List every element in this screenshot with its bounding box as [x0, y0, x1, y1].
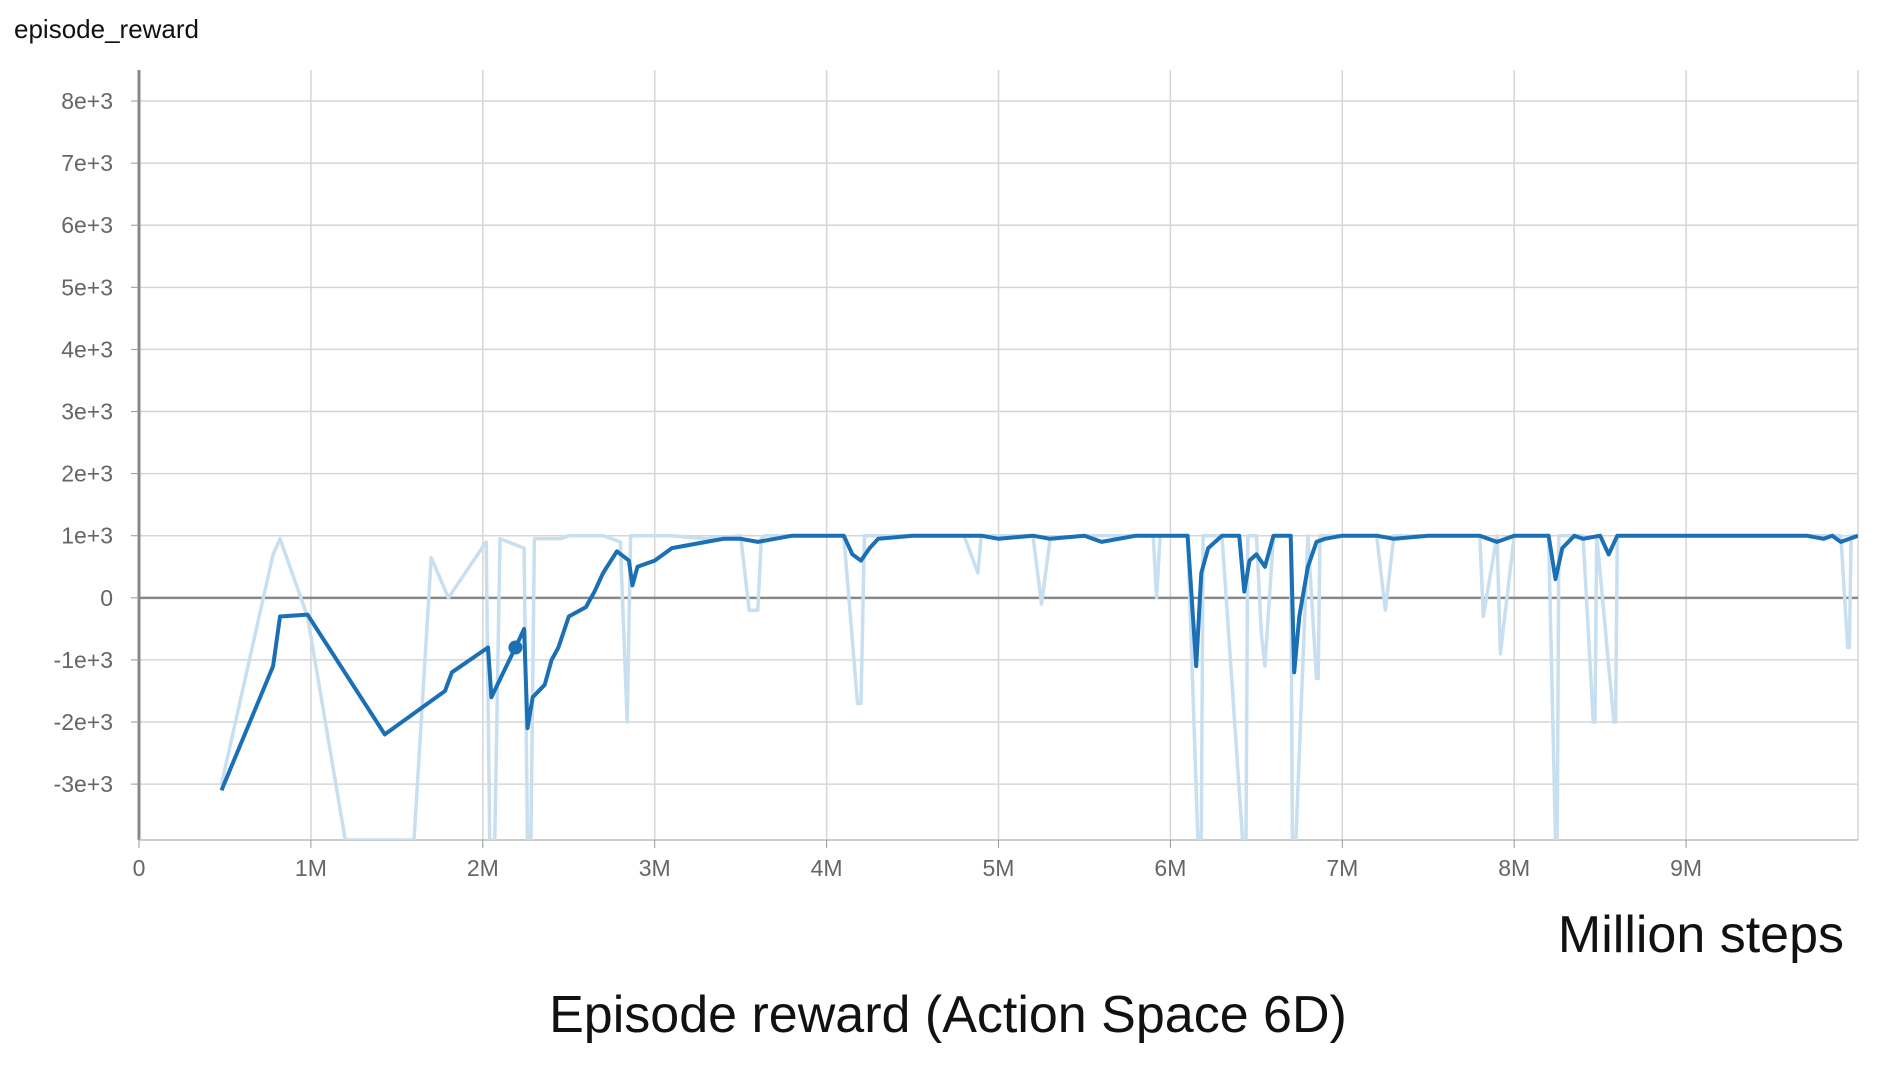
- hover-point[interactable]: [508, 640, 523, 655]
- x-axis-label: Million steps: [1557, 906, 1844, 964]
- y-tick-label: 6e+3: [61, 212, 113, 238]
- x-tick-label: 1M: [295, 855, 327, 881]
- y-tick-label: -1e+3: [54, 647, 113, 673]
- raw-series-line: [219, 533, 1858, 840]
- x-tick-label: 0: [133, 855, 146, 881]
- x-tick-label: 4M: [811, 855, 843, 881]
- x-axis-ticks: 0 1M 2M 3M 4M 5M 6M 7M 8M 9M: [133, 840, 1702, 881]
- y-tick-label: 1e+3: [61, 523, 113, 549]
- highlight-marker[interactable]: [508, 640, 523, 655]
- x-tick-label: 6M: [1154, 855, 1186, 881]
- x-tick-label: 5M: [983, 855, 1015, 881]
- raw-series: [219, 533, 1858, 840]
- panel-title: episode_reward: [14, 14, 200, 44]
- y-tick-label: 2e+3: [61, 461, 113, 487]
- x-tick-label: 2M: [467, 855, 499, 881]
- x-tick-label: 3M: [639, 855, 671, 881]
- smoothed-series-line: [219, 533, 1858, 792]
- y-tick-label: -2e+3: [54, 709, 113, 735]
- x-tick-label: 7M: [1326, 855, 1358, 881]
- y-tick-label: 7e+3: [61, 150, 113, 176]
- y-tick-label: 3e+3: [61, 399, 113, 425]
- x-tick-label: 8M: [1498, 855, 1530, 881]
- y-axis-ticks: -3e+3 -2e+3 -1e+3 0 1e+3 2e+3 3e+3 4e+3 5e+3 6e+3…: [54, 88, 139, 797]
- x-tick-label: 9M: [1670, 855, 1702, 881]
- smoothed-series: [219, 533, 1858, 792]
- y-tick-label: 8e+3: [61, 88, 113, 114]
- figure-caption: Episode reward (Action Space 6D): [549, 986, 1347, 1044]
- y-tick-label: 5e+3: [61, 274, 113, 300]
- y-tick-label: -3e+3: [54, 771, 113, 797]
- y-tick-label: 4e+3: [61, 336, 113, 362]
- y-tick-label: 0: [100, 585, 113, 611]
